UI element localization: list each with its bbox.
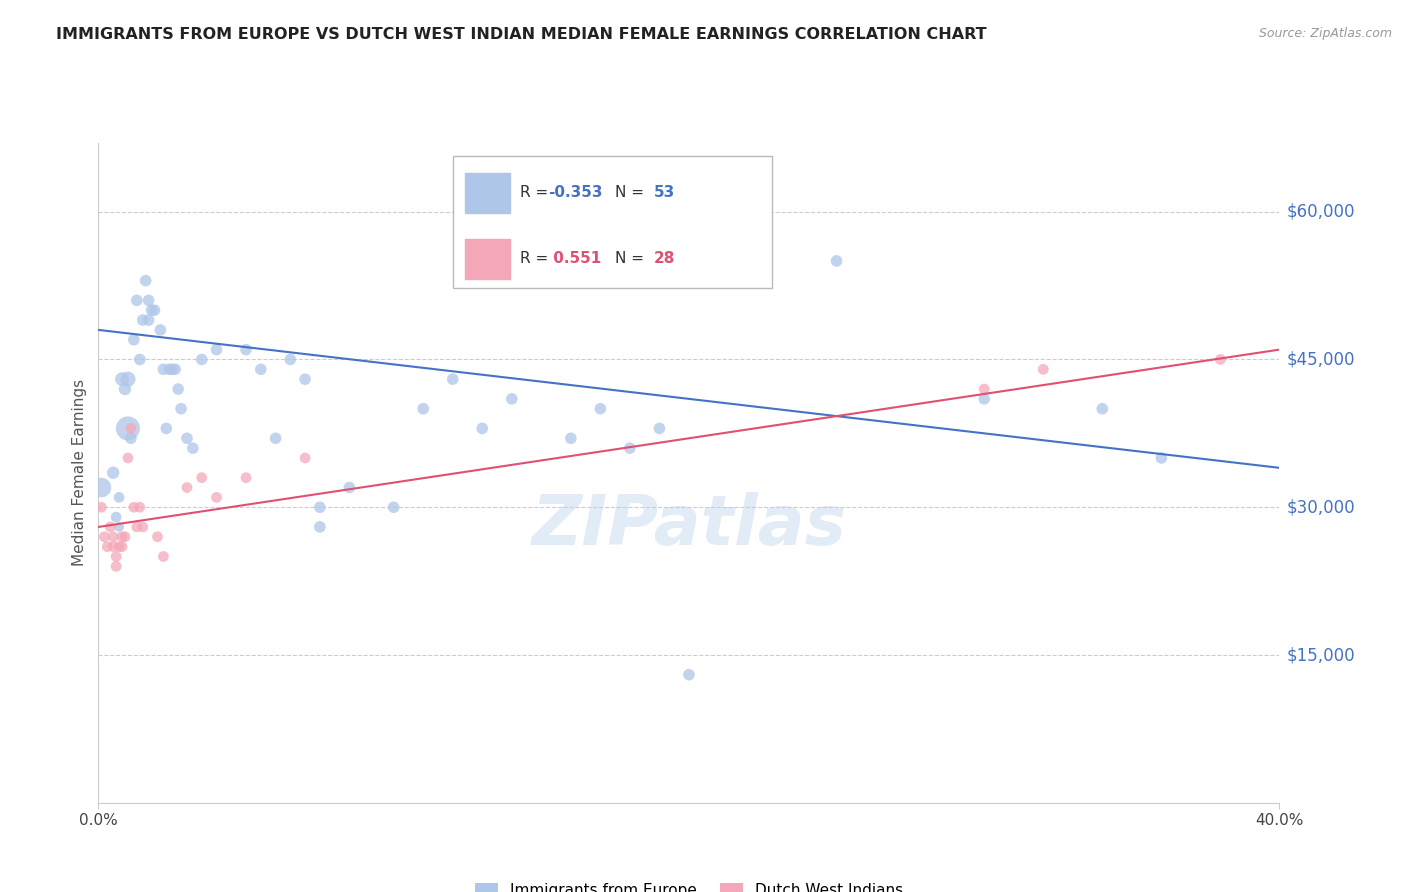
Point <box>125 520 148 534</box>
Text: $45,000: $45,000 <box>1286 351 1355 368</box>
Point <box>108 540 131 554</box>
Point <box>1091 401 1114 416</box>
Point <box>382 500 405 515</box>
Text: 53: 53 <box>654 186 675 201</box>
Point <box>138 293 160 308</box>
Point <box>108 520 131 534</box>
Point <box>143 303 166 318</box>
Point <box>309 500 332 515</box>
Point <box>138 313 160 327</box>
Point <box>152 362 174 376</box>
Point <box>117 450 139 465</box>
Point <box>973 382 995 396</box>
Point <box>165 362 187 376</box>
Point <box>170 401 193 416</box>
Point <box>132 313 155 327</box>
Point <box>122 333 145 347</box>
Text: 0.551: 0.551 <box>548 252 602 267</box>
Point <box>117 421 139 435</box>
Point <box>167 382 190 396</box>
Point <box>111 372 134 386</box>
Point <box>501 392 523 406</box>
Text: $30,000: $30,000 <box>1286 499 1355 516</box>
Point <box>125 293 148 308</box>
Text: $15,000: $15,000 <box>1286 646 1355 664</box>
Text: -0.353: -0.353 <box>548 186 603 201</box>
Point <box>235 343 257 357</box>
Text: Source: ZipAtlas.com: Source: ZipAtlas.com <box>1258 27 1392 40</box>
Point <box>825 254 848 268</box>
Point <box>648 421 671 435</box>
Point <box>120 431 142 445</box>
Point <box>181 441 204 455</box>
Point <box>152 549 174 564</box>
Point <box>105 510 128 524</box>
Point <box>135 274 157 288</box>
Point <box>589 401 612 416</box>
Point <box>114 382 136 396</box>
Text: 28: 28 <box>654 252 675 267</box>
Point <box>264 431 287 445</box>
Point <box>973 392 995 406</box>
Point <box>412 401 434 416</box>
Point <box>294 372 316 386</box>
Point <box>111 540 134 554</box>
Point <box>250 362 273 376</box>
Point <box>120 421 142 435</box>
Point <box>176 481 198 495</box>
Point <box>90 481 112 495</box>
Point <box>132 520 155 534</box>
Point <box>108 491 131 505</box>
Point <box>105 549 128 564</box>
Point <box>122 500 145 515</box>
Point <box>176 431 198 445</box>
Point <box>191 352 214 367</box>
Text: R =: R = <box>520 186 553 201</box>
Point <box>1032 362 1054 376</box>
Point <box>105 559 128 574</box>
Point <box>441 372 464 386</box>
Point <box>162 362 183 376</box>
Point <box>146 530 169 544</box>
Point <box>114 530 136 544</box>
Point <box>98 520 121 534</box>
Text: $60,000: $60,000 <box>1286 202 1355 220</box>
Point <box>1209 352 1232 367</box>
Point <box>141 303 163 318</box>
Point <box>205 491 228 505</box>
Point <box>619 441 641 455</box>
Point <box>149 323 172 337</box>
Text: N =: N = <box>616 252 650 267</box>
Point <box>309 520 332 534</box>
Point <box>111 530 134 544</box>
Text: ZIPatlas: ZIPatlas <box>531 492 846 559</box>
Point <box>235 471 257 485</box>
Point <box>90 500 112 515</box>
Legend: Immigrants from Europe, Dutch West Indians: Immigrants from Europe, Dutch West India… <box>468 877 910 892</box>
Y-axis label: Median Female Earnings: Median Female Earnings <box>72 379 87 566</box>
Point <box>103 540 125 554</box>
Point <box>103 466 125 480</box>
Point <box>191 471 214 485</box>
Point <box>294 450 316 465</box>
Point <box>471 421 494 435</box>
Point <box>96 540 118 554</box>
Point <box>117 372 139 386</box>
Text: N =: N = <box>616 186 650 201</box>
Point <box>155 421 177 435</box>
Point <box>1150 450 1173 465</box>
Point <box>560 431 582 445</box>
Point <box>678 667 700 681</box>
Point <box>103 530 125 544</box>
Point <box>128 500 150 515</box>
Text: IMMIGRANTS FROM EUROPE VS DUTCH WEST INDIAN MEDIAN FEMALE EARNINGS CORRELATION C: IMMIGRANTS FROM EUROPE VS DUTCH WEST IND… <box>56 27 987 42</box>
Text: R =: R = <box>520 252 553 267</box>
Point <box>337 481 360 495</box>
Point <box>278 352 302 367</box>
Point <box>205 343 228 357</box>
Point <box>157 362 180 376</box>
Point <box>128 352 150 367</box>
Point <box>93 530 115 544</box>
